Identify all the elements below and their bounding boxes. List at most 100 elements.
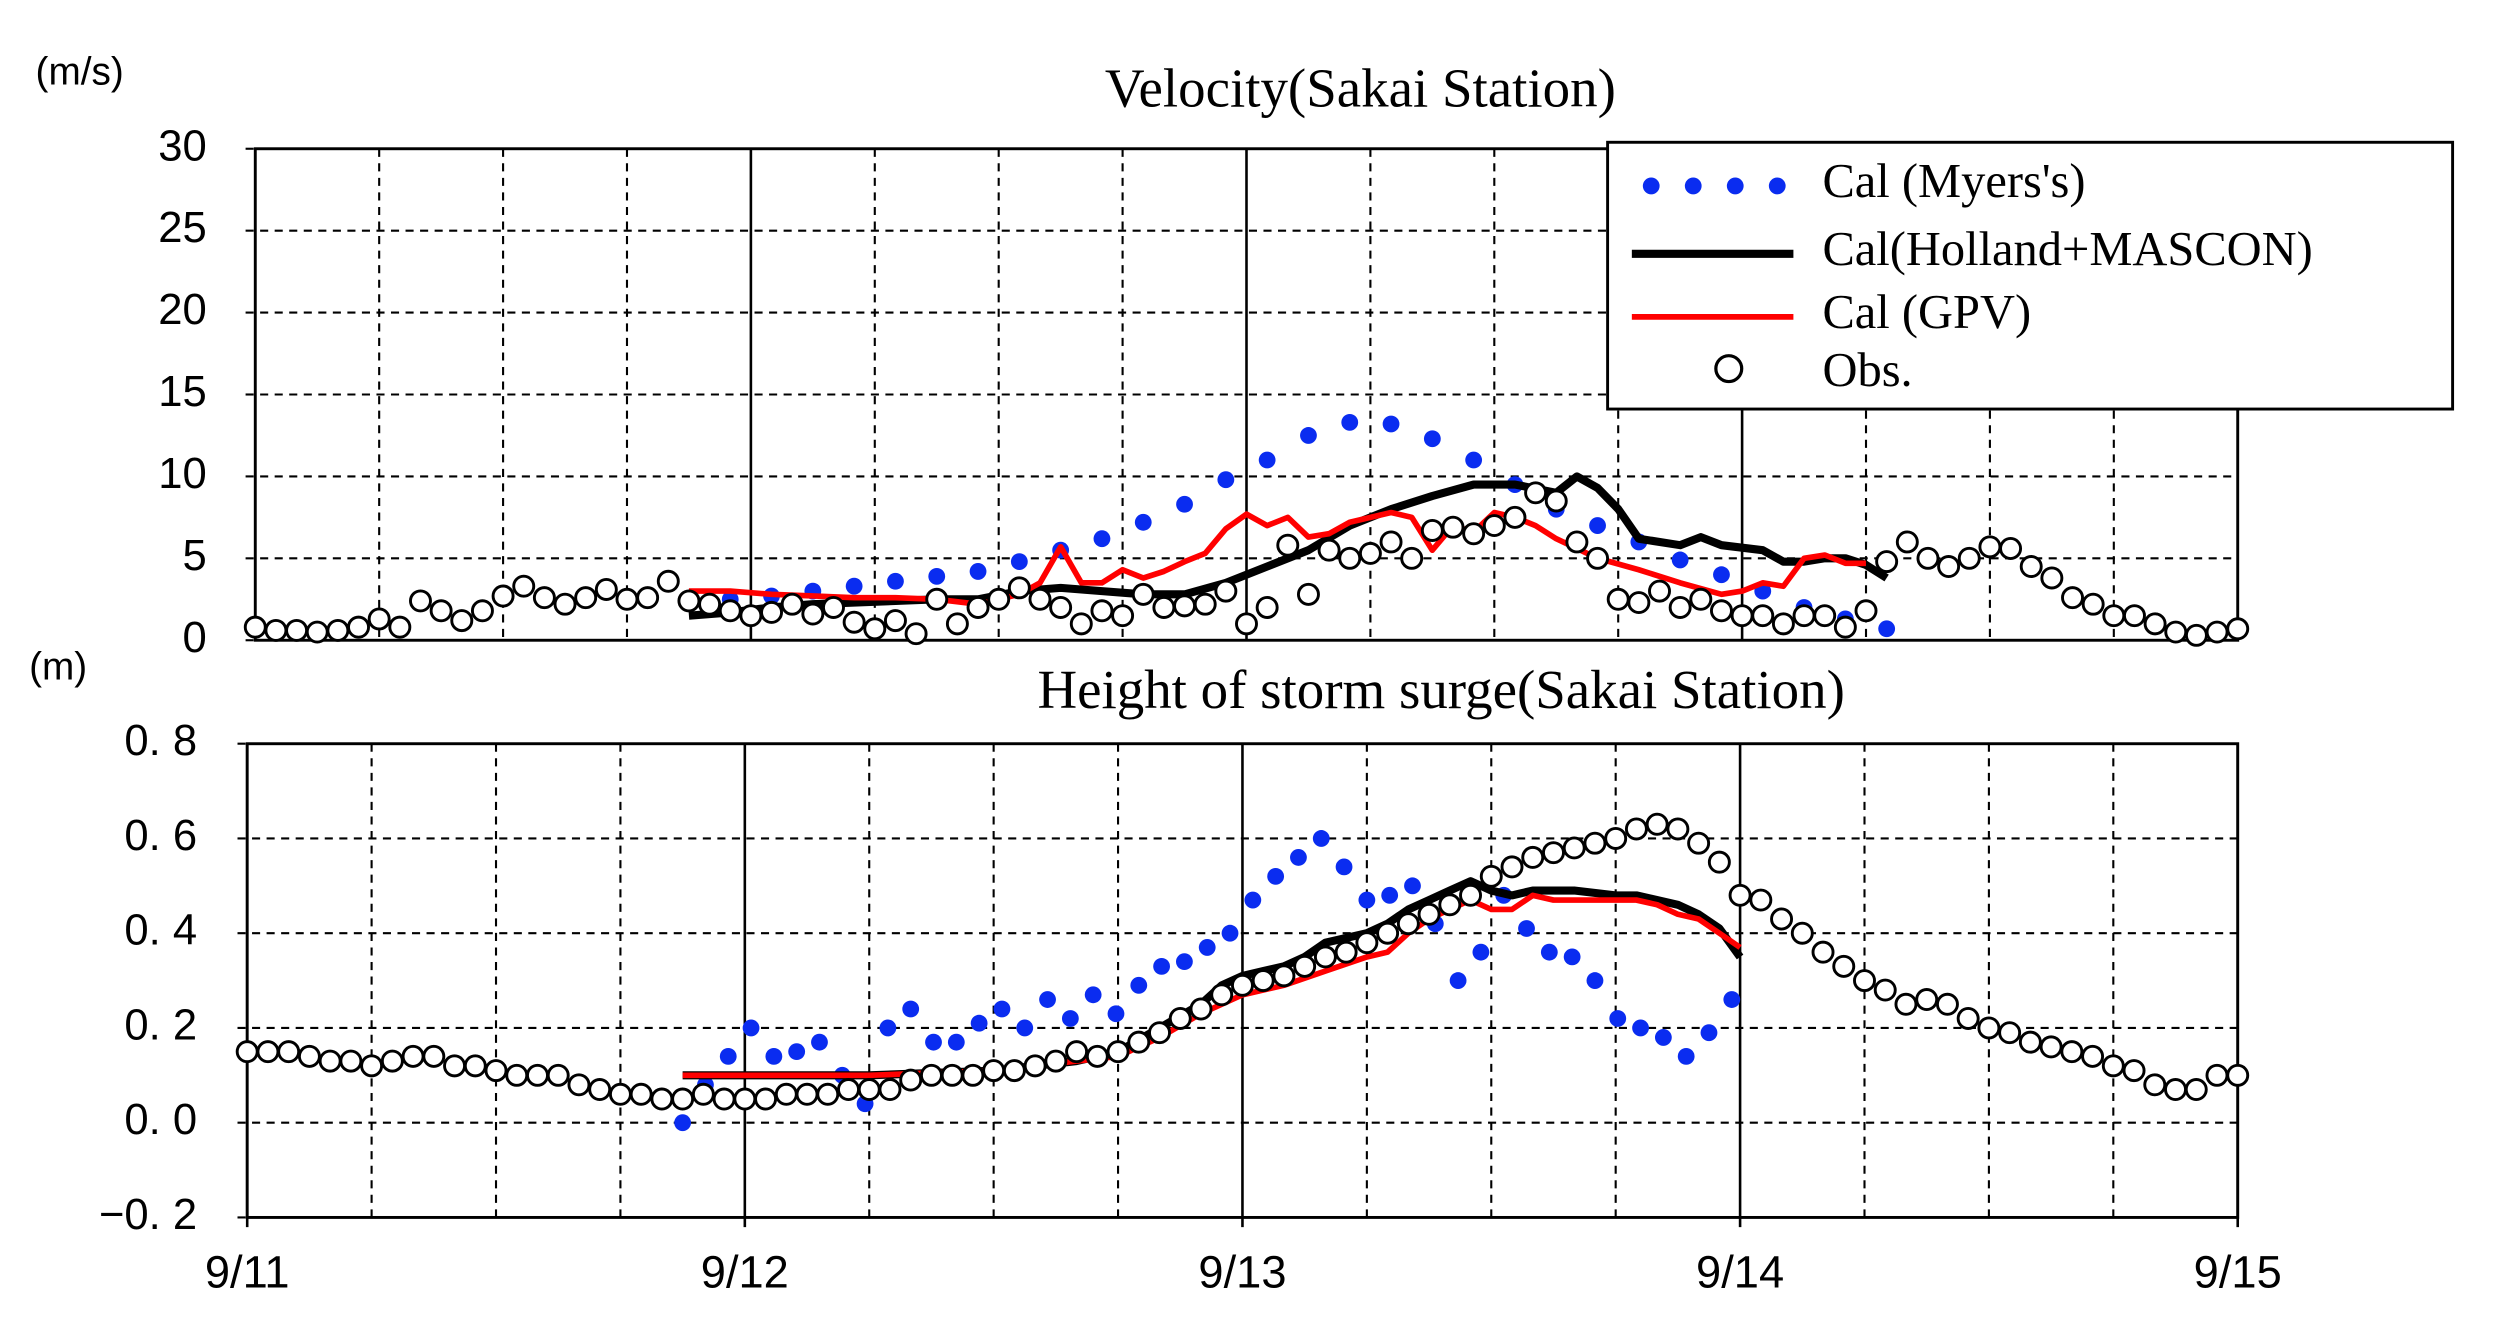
data-circle bbox=[235, 1040, 259, 1064]
data-circle bbox=[305, 620, 329, 644]
data-circle bbox=[1565, 530, 1589, 554]
data-circle bbox=[1751, 604, 1775, 628]
data-circle bbox=[2122, 1059, 2146, 1083]
legend-swatch bbox=[1714, 354, 1744, 384]
data-circle bbox=[1524, 481, 1548, 505]
data-circle bbox=[754, 1087, 778, 1111]
unit-label: (m) bbox=[29, 646, 87, 689]
data-circle bbox=[422, 1044, 446, 1068]
data-circle bbox=[1127, 1030, 1151, 1054]
x-tick-label: 9/15 bbox=[2194, 1247, 2282, 1298]
data-circle bbox=[671, 1087, 695, 1111]
y-tick-label: 30 bbox=[158, 122, 207, 170]
data-dot bbox=[1300, 427, 1317, 444]
data-circle bbox=[1562, 836, 1586, 860]
data-circle bbox=[1251, 969, 1275, 993]
data-dot bbox=[1153, 957, 1170, 975]
unit-label: (m/s) bbox=[36, 51, 124, 94]
data-circle bbox=[1668, 596, 1692, 619]
data-circle bbox=[945, 612, 969, 636]
data-circle bbox=[1007, 576, 1031, 600]
data-circle bbox=[919, 1063, 943, 1087]
data-circle bbox=[1400, 546, 1424, 570]
data-circle bbox=[1168, 1007, 1192, 1030]
y-tick-label: 0 bbox=[183, 614, 207, 662]
data-circle bbox=[733, 1087, 757, 1111]
legend-swatch bbox=[1768, 177, 1786, 195]
data-circle bbox=[326, 618, 350, 642]
data-circle bbox=[484, 1059, 508, 1083]
data-circle bbox=[650, 1087, 674, 1111]
data-dot bbox=[719, 1047, 737, 1065]
data-circle bbox=[360, 1054, 384, 1078]
data-circle bbox=[347, 615, 371, 639]
data-dot bbox=[1335, 858, 1353, 876]
data-circle bbox=[1148, 1021, 1171, 1045]
data-dot bbox=[1404, 877, 1421, 895]
data-dot bbox=[1632, 1019, 1649, 1037]
data-dot bbox=[845, 577, 863, 595]
legend-box bbox=[1606, 140, 2455, 411]
data-circle bbox=[1272, 964, 1296, 988]
data-dot bbox=[1878, 620, 1896, 638]
data-circle bbox=[1462, 522, 1486, 546]
data-dot bbox=[1039, 991, 1056, 1008]
data-circle bbox=[2061, 586, 2084, 610]
data-circle bbox=[2081, 1044, 2105, 1068]
data-circle bbox=[1627, 591, 1651, 615]
data-circle bbox=[388, 615, 412, 639]
data-circle bbox=[1790, 921, 1814, 945]
legend-label: Cal (GPV) bbox=[1822, 286, 2031, 339]
data-dot bbox=[970, 1014, 988, 1032]
data-dot bbox=[1358, 891, 1376, 909]
data-circle bbox=[256, 1040, 280, 1064]
data-dot bbox=[1107, 1005, 1125, 1023]
data-circle bbox=[1854, 599, 1878, 623]
data-circle bbox=[780, 592, 804, 616]
data-circle bbox=[2143, 612, 2167, 636]
data-circle bbox=[1873, 978, 1897, 1002]
data-dot bbox=[1671, 551, 1689, 569]
y-tick-label: 0. 4 bbox=[124, 907, 197, 955]
data-dot bbox=[1244, 891, 1262, 909]
legend-label: Obs. bbox=[1822, 344, 1912, 397]
data-circle bbox=[2226, 1063, 2250, 1087]
data-dot bbox=[1258, 451, 1276, 469]
data-circle bbox=[1624, 817, 1648, 841]
y-tick-label: 0. 0 bbox=[124, 1096, 197, 1144]
data-circle bbox=[961, 1063, 985, 1087]
data-circle bbox=[1915, 988, 1939, 1012]
data-dot bbox=[1176, 495, 1193, 513]
data-dot bbox=[1016, 1019, 1034, 1037]
data-dot bbox=[902, 1000, 920, 1018]
data-circle bbox=[1998, 1021, 2022, 1045]
data-dot bbox=[1221, 924, 1239, 942]
data-dot bbox=[1713, 566, 1730, 584]
data-circle bbox=[1376, 921, 1400, 945]
data-dot bbox=[1586, 972, 1604, 989]
data-dot bbox=[1217, 471, 1235, 489]
data-circle bbox=[2019, 555, 2043, 579]
data-circle bbox=[698, 592, 722, 616]
data-circle bbox=[899, 1068, 923, 1092]
data-circle bbox=[1111, 604, 1135, 628]
data-circle bbox=[1293, 954, 1317, 978]
data-circle bbox=[1379, 530, 1403, 554]
data-circle bbox=[1544, 489, 1568, 513]
data-circle bbox=[1023, 1054, 1047, 1078]
data-circle bbox=[1500, 855, 1524, 879]
data-circle bbox=[1666, 817, 1690, 841]
data-dot bbox=[1341, 413, 1359, 431]
data-circle bbox=[470, 599, 494, 623]
data-circle bbox=[1875, 550, 1899, 574]
data-circle bbox=[1355, 931, 1379, 955]
data-circle bbox=[277, 1040, 301, 1064]
data-circle bbox=[1002, 1059, 1026, 1083]
data-circle bbox=[1152, 596, 1176, 619]
data-dot bbox=[879, 1019, 897, 1037]
legend-swatch bbox=[1684, 177, 1702, 195]
x-tick-label: 9/13 bbox=[1198, 1247, 1286, 1298]
data-circle bbox=[1090, 599, 1114, 623]
data-circle bbox=[553, 592, 577, 616]
data-circle bbox=[837, 1078, 860, 1102]
